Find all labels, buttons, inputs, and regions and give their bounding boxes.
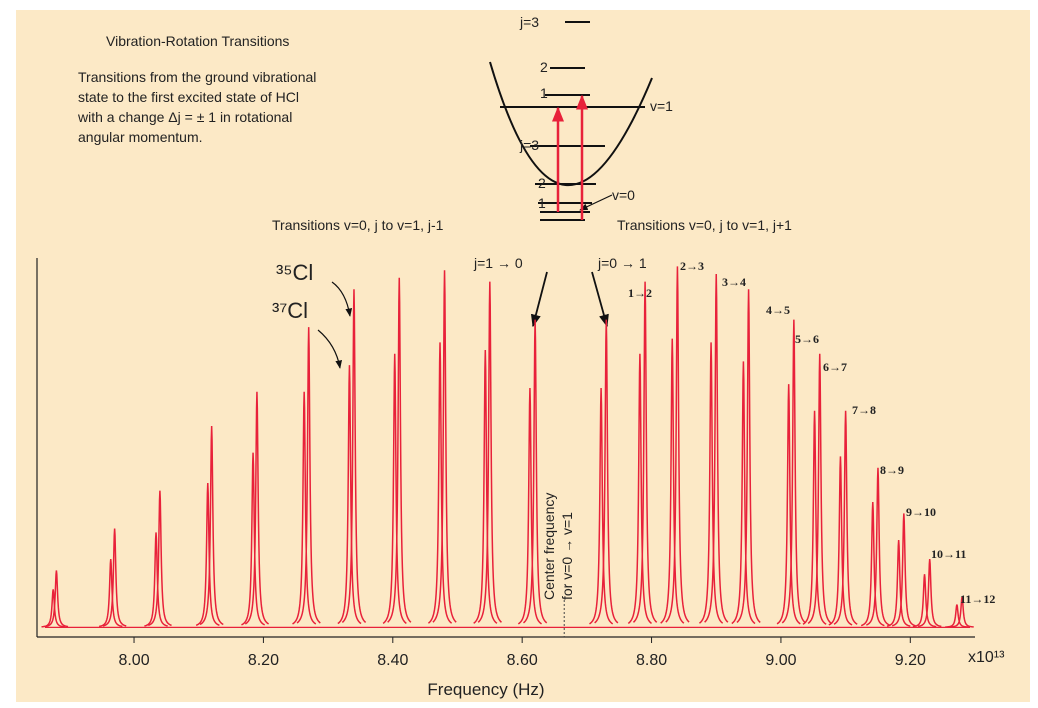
peak — [102, 528, 127, 627]
level-label: 1 — [540, 85, 548, 101]
peak — [828, 456, 853, 626]
peak — [522, 319, 548, 624]
level-label: 1 — [538, 195, 546, 211]
peak — [387, 277, 412, 623]
level-label: j=3 — [519, 14, 539, 30]
transition-label: 5→6 — [795, 332, 819, 346]
level-label: 2 — [540, 59, 548, 75]
series-label: ³⁵Cl — [276, 260, 313, 285]
peak — [427, 342, 453, 624]
peak — [241, 452, 266, 626]
peak — [341, 289, 367, 623]
transition-label: j=1 → 0 — [473, 255, 523, 271]
center-label: for v=0 → v=1 — [559, 512, 575, 600]
peak — [860, 501, 885, 627]
level-label: v=1 — [650, 98, 673, 114]
level-label: 2 — [538, 175, 546, 191]
peak — [698, 342, 724, 624]
peak — [627, 353, 652, 624]
description-line: angular momentum. — [78, 129, 203, 145]
peak — [807, 353, 832, 624]
transition-label: j=0 → 1 — [597, 255, 647, 271]
peak — [148, 490, 172, 627]
peak — [660, 338, 685, 624]
peak — [912, 574, 937, 628]
x-tick-label: 8.20 — [248, 652, 279, 669]
branch-title: Transitions v=0, j to v=1, j-1 — [272, 217, 444, 233]
chart-title: Vibration-Rotation Transitions — [106, 33, 289, 49]
peak — [731, 361, 756, 625]
description-line: state to the first excited state of HCl — [78, 89, 299, 105]
transition-label: 7→8 — [852, 403, 876, 417]
transition-label: 4→5 — [766, 303, 790, 317]
branch-title: Transitions v=0, j to v=1, j+1 — [617, 217, 792, 233]
transition-label: 10→11 — [931, 547, 966, 561]
x-tick-label: 8.80 — [636, 652, 667, 669]
pointer — [530, 271, 548, 328]
transition-label: 6→7 — [823, 360, 847, 374]
transition-label: 9→10 — [906, 505, 936, 519]
peak — [945, 604, 969, 628]
x-tick-label: 9.00 — [765, 652, 796, 669]
peak — [98, 558, 123, 628]
background — [16, 10, 1030, 702]
peak — [517, 387, 542, 625]
transition-label: 1→2 — [628, 286, 652, 300]
pointer — [331, 281, 353, 317]
x-tick-label: 8.60 — [507, 652, 538, 669]
transition-label: 3→4 — [722, 275, 746, 289]
peak — [41, 589, 65, 628]
level-label: v=0 — [612, 187, 635, 203]
peak — [736, 289, 761, 623]
peak — [337, 365, 362, 625]
peak — [632, 281, 658, 623]
peak — [199, 425, 224, 626]
level-label: j=3 — [519, 137, 539, 153]
peak — [382, 353, 407, 624]
pointer — [317, 329, 343, 369]
pointer — [579, 194, 613, 211]
x-tick-label: 9.20 — [895, 652, 926, 669]
peak — [44, 570, 69, 628]
peak — [144, 532, 168, 627]
energy-diagram — [489, 21, 653, 221]
peak — [704, 273, 729, 623]
x-tick-label: 8.00 — [118, 652, 149, 669]
peak — [891, 513, 916, 627]
peak — [244, 391, 269, 625]
x-multiplier: x10¹³ — [968, 649, 1005, 666]
peak — [950, 596, 974, 628]
pointer — [591, 271, 609, 328]
center-label: Center frequency — [541, 493, 557, 600]
transition-label: 8→9 — [880, 463, 904, 477]
peak — [589, 387, 614, 625]
peak — [296, 327, 321, 624]
peak — [776, 384, 801, 625]
peak — [886, 539, 911, 627]
peak — [665, 266, 690, 623]
peak — [833, 410, 858, 625]
peak — [473, 349, 498, 624]
peak — [292, 391, 317, 625]
description-line: with a change Δj = ± 1 in rotational — [77, 109, 292, 125]
peak — [432, 270, 457, 623]
peak — [917, 558, 942, 628]
series-label: ³⁷Cl — [272, 298, 308, 323]
peak — [477, 281, 502, 623]
transition-label: 2→3 — [680, 259, 704, 273]
description-line: Transitions from the ground vibrational — [78, 69, 316, 85]
x-tick-label: 8.40 — [377, 652, 408, 669]
peak — [195, 482, 220, 626]
peak — [594, 319, 619, 624]
peak — [781, 319, 806, 624]
peak — [866, 467, 890, 626]
x-axis-label: Frequency (Hz) — [427, 680, 544, 699]
peak — [802, 410, 827, 625]
transition-label: 11→12 — [960, 592, 995, 606]
